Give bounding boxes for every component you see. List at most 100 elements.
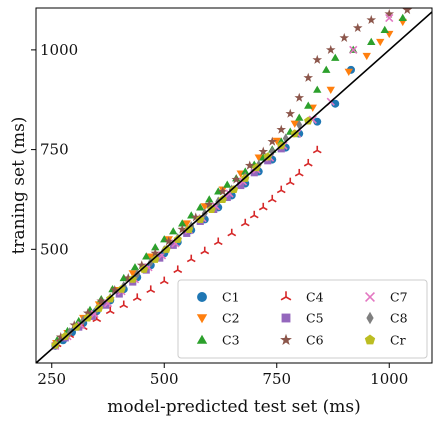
- point-c3-16: [214, 187, 223, 195]
- point-c4-10: [186, 254, 196, 263]
- point-c6-13: [231, 174, 242, 184]
- y-axis-label: traning set (ms): [9, 117, 29, 255]
- point-c4-15: [249, 210, 259, 219]
- y-tick-label-1: 750: [40, 141, 69, 159]
- point-c2-19: [376, 38, 385, 47]
- point-c6-22: [325, 44, 336, 54]
- legend-marker-c3: [196, 334, 208, 344]
- point-c3-15: [205, 195, 214, 203]
- x-tick-label-2: 750: [262, 370, 291, 388]
- point-c6-27: [402, 8, 413, 15]
- point-cr-12: [184, 224, 194, 233]
- point-cr-10: [162, 244, 171, 253]
- point-c6-23: [339, 32, 350, 42]
- point-c7-21: [349, 45, 358, 55]
- point-c6-20: [303, 72, 314, 82]
- point-c3-31: [367, 37, 376, 45]
- legend-marker-c8: [366, 311, 374, 325]
- point-cr-13: [196, 214, 205, 223]
- point-c3-28: [322, 65, 331, 73]
- point-c4-11: [200, 246, 210, 255]
- point-c6-25: [366, 14, 377, 25]
- point-c6-10: [190, 212, 201, 222]
- legend-marker-c2: [196, 314, 208, 324]
- point-c3-32: [380, 25, 389, 33]
- point-c6-8: [163, 236, 174, 246]
- point-c3-25: [295, 113, 304, 121]
- legend-item-c5: C5: [281, 311, 324, 326]
- point-c3-27: [313, 85, 322, 93]
- point-c6-3: [96, 296, 107, 306]
- point-c3-17: [223, 180, 232, 188]
- point-c3-19: [241, 167, 250, 175]
- legend-box: [177, 279, 428, 359]
- point-c6-9: [177, 224, 188, 234]
- point-c6-2: [82, 308, 93, 318]
- legend-item-c7: C7: [365, 290, 408, 305]
- plot-layer: [51, 8, 413, 350]
- series-c6: [55, 8, 413, 342]
- point-cr-16: [229, 185, 239, 194]
- point-c4-14: [240, 218, 250, 227]
- point-cr-22: [304, 116, 313, 125]
- point-c2-12: [254, 154, 263, 162]
- point-c4-7: [146, 285, 156, 294]
- legend-label-c3: C3: [222, 333, 240, 348]
- legend-label-c6: C6: [306, 333, 324, 348]
- point-cr-9: [151, 254, 160, 263]
- plot-frame: [35, 7, 433, 364]
- y-tick-label-0: 500: [40, 240, 69, 258]
- legend-label-c8: C8: [390, 311, 408, 326]
- point-c5-14: [237, 181, 245, 190]
- point-c1-21: [331, 99, 340, 108]
- point-c4-18: [276, 185, 286, 194]
- point-c4-6: [132, 293, 142, 301]
- point-c3-11: [169, 227, 178, 235]
- point-c6-5: [123, 273, 134, 283]
- point-c6-12: [217, 186, 228, 196]
- point-c6-17: [276, 124, 287, 134]
- point-cr-1: [61, 331, 70, 340]
- point-c3-9: [151, 243, 160, 251]
- point-c6-24: [352, 22, 363, 33]
- legend: C1 C2 C3 C4 C5 C6 C7 C8 Cr: [177, 279, 428, 359]
- point-c2-17: [344, 68, 353, 77]
- point-c3-33: [398, 13, 407, 22]
- legend-label-c1: C1: [222, 290, 240, 305]
- point-cr-7: [128, 274, 137, 283]
- point-c4-22: [312, 145, 322, 154]
- legend-item-c4: C4: [280, 290, 324, 305]
- point-c6-18: [285, 108, 296, 118]
- point-c6-19: [294, 92, 305, 102]
- point-c4-21: [303, 158, 313, 167]
- point-c4-4: [105, 306, 115, 315]
- point-c6-16: [267, 136, 278, 146]
- legend-marker-c1: [197, 292, 207, 302]
- legend-item-cr: Cr: [364, 333, 406, 348]
- point-c6-15: [258, 146, 269, 156]
- legend-label-c5: C5: [306, 311, 324, 326]
- point-c6-4: [109, 284, 120, 295]
- point-c4-20: [294, 168, 304, 177]
- legend-label-cr: Cr: [390, 333, 406, 348]
- point-c4-5: [119, 300, 129, 309]
- point-cr-6: [117, 284, 126, 293]
- y-tick-label-2: 1000: [40, 41, 78, 59]
- point-c6-6: [136, 260, 147, 270]
- point-c2-5: [128, 270, 137, 278]
- x-tick-label-1: 500: [150, 370, 179, 388]
- point-c5-13: [223, 193, 231, 202]
- x-tick-label-0: 250: [37, 370, 66, 388]
- point-c1-20: [313, 117, 322, 126]
- legend-item-c8: C8: [366, 311, 408, 326]
- point-c2-8: [182, 220, 191, 228]
- point-c4-13: [227, 228, 237, 237]
- legend-item-c3: C3: [196, 333, 240, 348]
- point-c2-13: [272, 137, 281, 146]
- point-c2-14: [290, 120, 299, 128]
- legend-marker-cr: [364, 334, 376, 345]
- x-tick-label-3: 1000: [370, 370, 408, 388]
- legend-item-c2: C2: [196, 311, 240, 326]
- point-c4-19: [285, 177, 295, 186]
